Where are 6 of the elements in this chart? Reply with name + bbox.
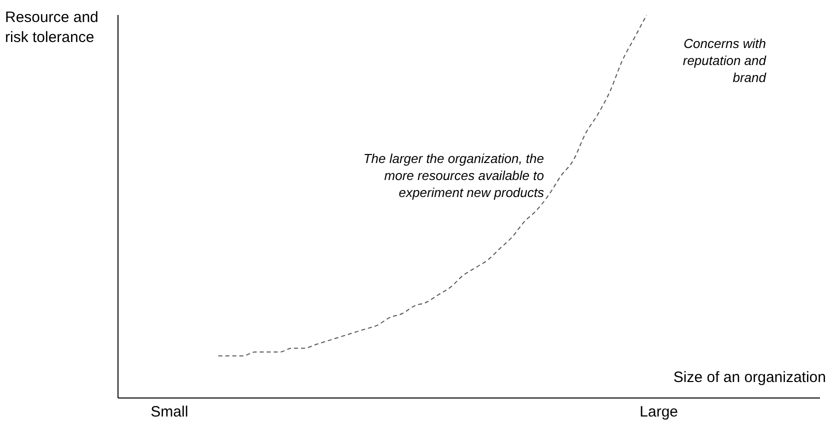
x-tick-label: Large — [640, 404, 678, 421]
x-tick-label: Small — [150, 404, 188, 421]
x-axis-title: Size of an organization — [673, 369, 826, 386]
text: Concerns with reputation and brand — [682, 35, 766, 86]
y-axis-title: Resource and risk tolerance — [5, 8, 100, 48]
annotation: The larger the organization, the more resources available to experiment new products — [362, 150, 544, 201]
